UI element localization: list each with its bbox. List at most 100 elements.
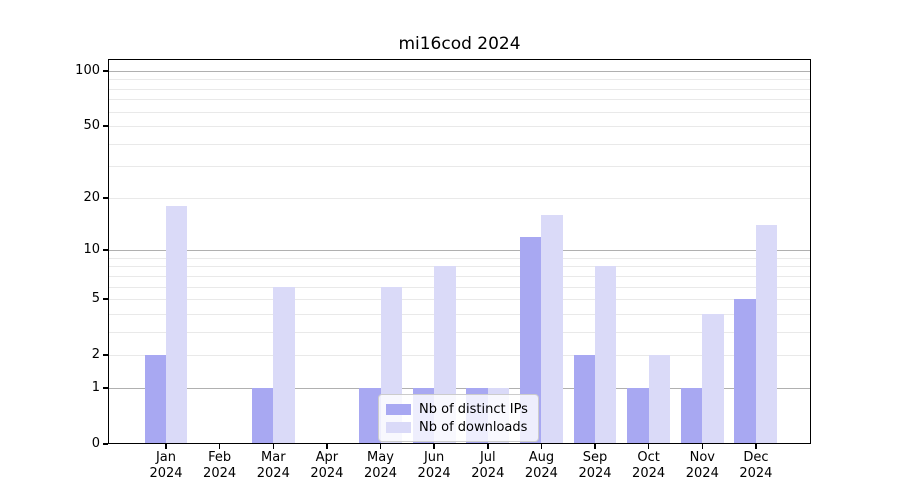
bar-distinct-ips xyxy=(627,388,649,444)
x-tick-label-year: 2024 xyxy=(685,466,719,481)
x-tick-label-month: Apr xyxy=(315,450,339,465)
gridline-minor xyxy=(109,257,810,259)
x-tick-label: Mar 2024 xyxy=(241,450,305,482)
x-tick-label-year: 2024 xyxy=(149,466,183,481)
gridline-minor xyxy=(109,275,810,277)
x-tick-label-month: Sep xyxy=(582,450,608,465)
gridline-minor xyxy=(109,331,810,333)
y-tick-label: 20 xyxy=(83,189,100,205)
x-tick-label: May 2024 xyxy=(349,450,413,482)
y-tick-label: 100 xyxy=(75,62,100,78)
y-tick-label: 10 xyxy=(83,242,100,258)
bar-downloads xyxy=(648,355,671,444)
x-tick xyxy=(326,444,328,449)
x-tick-label-year: 2024 xyxy=(578,466,612,481)
x-tick-label-year: 2024 xyxy=(363,466,398,481)
bar-downloads xyxy=(273,286,295,444)
gridline-minor xyxy=(109,313,810,315)
bar-downloads xyxy=(541,214,563,444)
x-tick-label: Dec 2024 xyxy=(724,450,788,482)
bar-downloads xyxy=(702,313,724,444)
x-tick-label-month: Jul xyxy=(479,450,496,465)
x-tick-label: Jun 2024 xyxy=(402,450,466,482)
bar-downloads xyxy=(755,225,778,444)
x-tick xyxy=(218,444,221,449)
y-tick-label: 0 xyxy=(91,436,100,451)
x-tick-label-month: Aug xyxy=(528,450,555,465)
y-tick xyxy=(103,298,108,300)
x-tick-label-month: Feb xyxy=(208,450,232,465)
gridline-minor xyxy=(109,166,810,168)
legend-swatch-icon xyxy=(386,421,411,433)
x-tick xyxy=(272,444,274,449)
x-tick-label: Sep 2024 xyxy=(563,450,627,482)
bar-distinct-ips xyxy=(573,355,596,444)
y-tick xyxy=(103,387,108,389)
x-tick-label: Aug 2024 xyxy=(509,450,573,482)
x-tick-label: Jul 2024 xyxy=(456,450,520,482)
legend-item: Nb of distinct IPs xyxy=(386,400,528,418)
y-tick-label: 2 xyxy=(91,347,100,363)
x-tick xyxy=(594,444,596,449)
gridline-minor xyxy=(109,126,810,128)
x-tick-label: Oct 2024 xyxy=(617,450,681,482)
x-tick-label-year: 2024 xyxy=(310,466,344,481)
x-tick xyxy=(433,444,435,449)
gridline-minor xyxy=(109,88,810,90)
x-tick-label-year: 2024 xyxy=(471,466,505,481)
x-tick-label-month: Jun xyxy=(423,450,445,465)
bar-distinct-ips xyxy=(734,299,756,444)
gridline-minor xyxy=(109,355,810,357)
y-tick xyxy=(103,443,108,445)
x-tick-label: Jan 2024 xyxy=(134,450,198,482)
x-tick xyxy=(755,444,757,449)
bar-distinct-ips xyxy=(680,388,703,444)
x-tick-label-month: Jan xyxy=(155,450,177,465)
x-tick-label-month: May xyxy=(367,450,394,465)
y-tick-label: 50 xyxy=(83,118,100,134)
gridline-minor xyxy=(109,266,810,268)
gridline-minor xyxy=(109,299,810,301)
x-tick-label-year: 2024 xyxy=(256,466,290,481)
gridline-major xyxy=(109,70,810,72)
chart-title: mi16cod 2024 xyxy=(398,34,521,54)
legend-swatch-icon xyxy=(386,403,411,415)
x-tick-label-month: Mar xyxy=(261,450,286,465)
x-tick-label-year: 2024 xyxy=(524,466,558,481)
bar-downloads xyxy=(166,206,188,444)
x-tick xyxy=(540,444,543,449)
y-tick-label: 1 xyxy=(91,380,100,395)
y-tick xyxy=(103,125,108,127)
gridline-minor xyxy=(109,111,810,113)
x-tick xyxy=(647,444,650,449)
x-tick-label: Feb 2024 xyxy=(188,450,252,482)
x-tick-label-year: 2024 xyxy=(739,466,773,481)
x-tick-label-year: 2024 xyxy=(203,466,237,481)
x-tick xyxy=(165,444,167,449)
legend-label: Nb of distinct IPs xyxy=(419,401,528,417)
y-tick xyxy=(103,249,108,251)
x-tick-label-year: 2024 xyxy=(417,466,451,481)
x-tick-label: Apr 2024 xyxy=(295,450,359,482)
gridline-minor xyxy=(109,99,810,101)
gridline-minor xyxy=(109,79,810,81)
y-tick xyxy=(103,197,108,199)
gridline-minor xyxy=(109,143,810,145)
x-tick-label-year: 2024 xyxy=(632,466,666,481)
x-tick-label-month: Dec xyxy=(743,450,769,465)
x-tick-label-month: Oct xyxy=(637,450,660,465)
legend: Nb of distinct IPs Nb of downloads xyxy=(378,394,539,442)
bar-distinct-ips xyxy=(144,355,167,444)
y-tick-label: 5 xyxy=(91,291,100,307)
y-tick xyxy=(103,354,108,356)
gridline-major xyxy=(109,388,810,389)
x-tick-label-month: Nov xyxy=(689,450,715,465)
x-tick xyxy=(379,444,382,449)
bar-distinct-ips xyxy=(251,388,274,444)
y-tick xyxy=(103,70,108,72)
bar-downloads xyxy=(595,266,617,444)
x-tick-label: Nov 2024 xyxy=(670,450,734,482)
bar-distinct-ips xyxy=(519,236,542,444)
legend-item: Nb of downloads xyxy=(386,418,528,436)
